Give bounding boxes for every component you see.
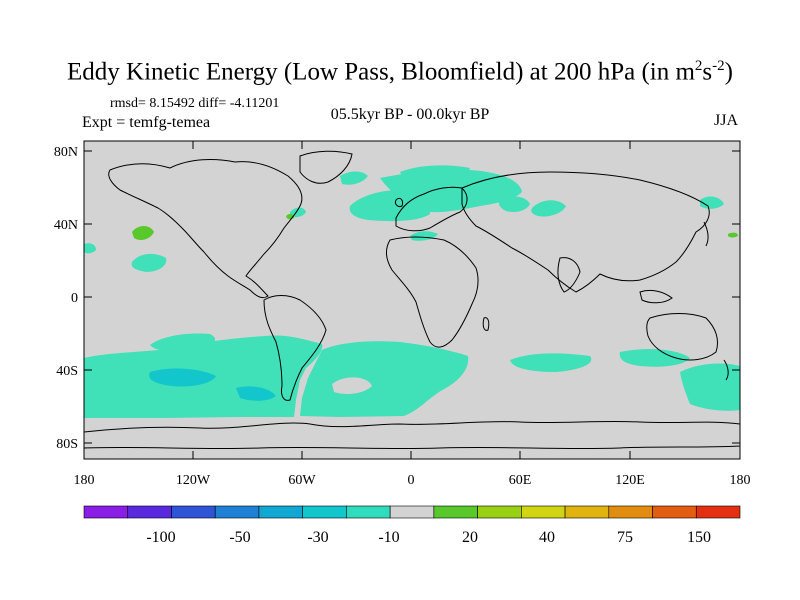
coast-africa: [385, 236, 479, 348]
colorbar-label: 150: [687, 529, 711, 546]
colorbar-swatch: [695, 505, 741, 519]
anomaly-south-atlantic: [300, 341, 469, 417]
anomaly-central-asia: [498, 196, 530, 212]
anomaly-north-pacific-positive: [132, 226, 154, 240]
y-axis-ticks: [84, 150, 740, 444]
anomaly-atlantic-west: [84, 243, 96, 254]
colorbar-swatch: [389, 505, 435, 519]
anomaly-siberia: [531, 200, 566, 217]
coast-north-america: [108, 159, 303, 299]
coast-greenland: [299, 150, 353, 184]
anomaly-south-pacific-patch: [150, 333, 216, 352]
coast-south-america: [263, 295, 327, 401]
colorbar-swatch: [521, 505, 566, 519]
rmsd-diff-stats: rmsd= 8.15492 diff= -4.11201: [110, 96, 280, 111]
anomaly-australia-south: [680, 363, 740, 411]
anomaly-date-line-positive: [728, 232, 738, 238]
colorbar-swatch: [477, 505, 522, 519]
anomaly-regions-minus30: [149, 368, 276, 401]
x-axis-labels: 180 120W 60W 0 60E 120E 180: [74, 473, 751, 488]
colorbar-swatch: [127, 505, 172, 519]
y-tick-label: 80N: [54, 145, 78, 160]
colorbar-swatch: [433, 505, 478, 519]
map-frame: [83, 140, 741, 460]
colorbar-swatch: [83, 505, 129, 519]
anomaly-indian-ocean-patch: [510, 353, 592, 372]
anomaly-japan: [700, 196, 724, 209]
coast-new-zealand: [723, 359, 729, 381]
colorbar-swatch: [171, 505, 216, 519]
y-tick-label: 80S: [56, 437, 78, 452]
colorbar-swatch: [214, 505, 260, 519]
coast-europe: [395, 186, 468, 232]
colorbar-swatch: [608, 505, 653, 519]
x-tick-label: 180: [74, 473, 95, 488]
colorbar-swatch: [564, 505, 610, 519]
neutral-hole-atlantic: [332, 377, 372, 394]
colorbar-swatch: [302, 505, 347, 519]
anomaly-south-indian: [619, 349, 690, 367]
colorbar-swatch: [258, 505, 303, 519]
y-tick-label: 40N: [54, 218, 78, 233]
x-tick-label: 180: [730, 473, 751, 488]
coast-australia: [646, 313, 719, 361]
x-tick-label: 60W: [288, 473, 316, 488]
coast-japan: [703, 221, 709, 247]
map-title: Eddy Kinetic Energy (Low Pass, Bloomfiel…: [67, 58, 733, 86]
coast-india: [557, 257, 581, 293]
coast-asia: [461, 171, 710, 293]
x-axis-ticks: [83, 141, 741, 459]
anomaly-arctic-ru: [400, 165, 470, 180]
colorbar-label: 40: [539, 529, 555, 546]
colorbar: [83, 505, 741, 519]
coast-uk: [395, 197, 403, 207]
anomaly-south-pacific-core: [149, 368, 216, 387]
y-axis-labels: 80N 40N 0 40S 80S: [54, 145, 78, 452]
x-tick-label: 120E: [615, 473, 645, 488]
colorbar-labels: -100 -50 -30 -10 20 40 75 150: [146, 529, 711, 546]
y-tick-label: 0: [71, 291, 78, 306]
experiment-label: Expt = temfg-temea: [82, 114, 211, 131]
continent-outlines: [83, 150, 741, 450]
anomaly-europe-band: [380, 169, 522, 213]
colorbar-label: 75: [617, 529, 633, 546]
y-tick-label: 40S: [56, 364, 78, 379]
period-label: 05.5kyr BP - 00.0kyr BP: [330, 106, 490, 123]
coast-madagascar: [482, 317, 490, 331]
coast-se-asia-islands: [639, 289, 673, 304]
colorbar-label: 20: [462, 529, 478, 546]
x-tick-label: 0: [408, 473, 415, 488]
colorbar-label: -100: [146, 529, 175, 546]
anomaly-pacific-east: [131, 253, 167, 272]
colorbar-label: -50: [229, 529, 250, 546]
coast-antarctica: [83, 420, 741, 450]
colorbar-swatch: [346, 505, 391, 519]
colorbar-label: -30: [307, 529, 328, 546]
anomaly-drake-core: [236, 386, 276, 401]
anomaly-arctic-canada: [340, 171, 368, 185]
x-tick-label: 120W: [176, 473, 211, 488]
colorbar-swatch: [652, 505, 697, 519]
neutral-holes: [332, 377, 372, 394]
x-tick-label: 60E: [509, 473, 532, 488]
colorbar-label: -10: [378, 529, 399, 546]
season-label: JJA: [713, 112, 738, 129]
